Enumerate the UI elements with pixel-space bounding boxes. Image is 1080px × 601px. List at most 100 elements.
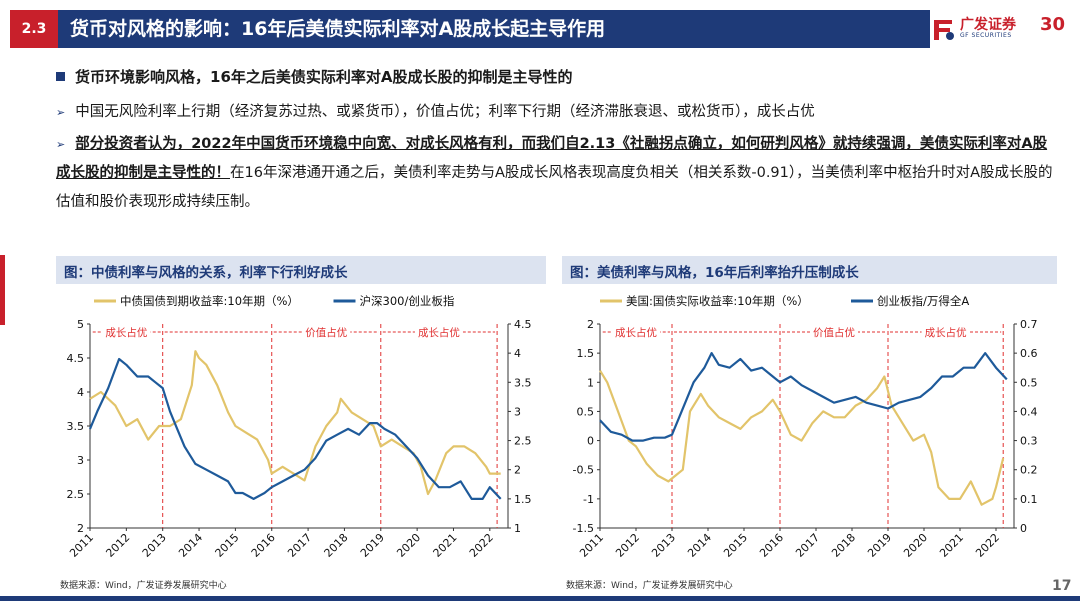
section-number: 2.3 [10,10,58,48]
x-tick-label: 2021 [431,531,460,560]
y-tick-label-left: 4.5 [67,352,85,365]
y-tick-label-right: 0.2 [1020,464,1038,477]
company-logo: 广发证券 GF SECURITIES 30 [930,10,1070,48]
x-tick-label: 2019 [865,531,894,560]
x-tick-label: 2015 [213,531,242,560]
y-tick-label-right: 1.5 [514,493,532,506]
x-tick-label: 2017 [285,531,314,560]
page-number: 17 [1052,578,1072,594]
y-tick-label-left: -1.5 [573,522,594,535]
y-tick-label-right: 4 [514,347,521,360]
arrow-bullet-icon: ➢ [56,138,66,151]
bullet-main: 货币环境影响风格，16年之后美债实际利率对A股成长股的抑制是主导性的 [56,66,573,87]
left-chart: 中债国债到期收益率:10年期（%） 沪深300/创业板指 2 2.5 3 3.5 4 4.5 5… [67,294,532,560]
series-line [89,350,501,496]
x-tick-label: 2013 [140,531,169,560]
legend-label: 美国:国债实际收益率:10年期（%） [626,294,809,308]
left-panel-title: 图：中债利率与风格的关系，利率下行利好成长 [64,265,348,281]
right-panel-title: 图：美债利率与风格，16年后利率抬升压制成长 [570,265,859,281]
y-tick-label-right: 0.4 [1020,405,1038,418]
x-tick-label: 2014 [685,531,714,560]
side-tab [0,255,5,325]
annotation-bg [810,325,858,339]
x-tick-label: 2020 [394,531,423,560]
right-chart: 美国:国债实际收益率:10年期（%） 创业板指/万得全A -1.5 -1 -0.5 0 0.… [573,294,1038,560]
regime-annotation: 成长占优 [418,326,460,339]
legend-label: 创业板指/万得全A [877,294,969,308]
y-tick-label-right: 3.5 [514,376,532,389]
x-tick-label: 2014 [176,531,205,560]
regime-annotation: 成长占优 [615,326,657,339]
square-bullet-icon [56,72,65,81]
regime-annotation: 成长占优 [925,326,967,339]
y-tick-label-left: 4 [77,386,84,399]
bullet-sub-2: ➢ 部分投资者认为，2022年中国货币环境稳中向宽、对成长风格有利，而我们自2.1… [56,130,1056,217]
y-tick-label-right: 0.7 [1020,318,1038,331]
y-tick-label-left: 5 [77,318,84,331]
footer-line [0,596,1080,601]
y-tick-label-right: 4.5 [514,318,532,331]
y-tick-label-left: -1 [583,493,594,506]
x-tick-label: 2011 [577,531,606,560]
x-tick-label: 2022 [467,531,496,560]
bullet-sub-1-text: 中国无风险利率上行期（经济复苏过热、或紧货币），价值占优；利率下行期（经济滞胀衰… [75,104,815,120]
legend-label: 中债国债到期收益率:10年期（%） [120,294,299,308]
right-source: 数据来源：Wind，广发证券发展研究中心 [566,581,733,591]
y-tick-label-right: 0.5 [1020,376,1038,389]
annotation-bg [414,325,463,339]
arrow-bullet-icon: ➢ [56,106,66,119]
y-tick-label-left: -0.5 [573,464,594,477]
x-tick-label: 2015 [721,531,750,560]
y-tick-label-left: 0.5 [577,405,595,418]
header: 2.3 货币对风格的影响：16年后美债实际利率对A股成长起主导作用 广发证券 G… [0,0,1080,58]
x-tick-label: 2016 [249,531,278,560]
series-line [599,351,1008,442]
y-tick-label-right: 0.3 [1020,435,1038,448]
y-tick-label-left: 2 [77,522,84,535]
annotation-bg [921,325,970,339]
x-tick-label: 2019 [358,531,387,560]
y-tick-label-right: 2.5 [514,435,532,448]
y-tick-label-left: 2.5 [67,488,85,501]
y-tick-label-right: 2 [514,464,521,477]
x-tick-label: 2012 [613,531,642,560]
regime-annotation: 价值占优 [305,326,347,339]
x-tick-label: 2013 [649,531,678,560]
x-tick-label: 2017 [793,531,822,560]
page-title: 货币对风格的影响：16年后美债实际利率对A股成长起主导作用 [70,18,606,40]
x-tick-label: 2011 [67,531,96,560]
regime-annotation: 价值占优 [813,326,855,339]
logo-mark-icon [934,20,954,40]
header-bar [10,10,930,48]
y-tick-label-right: 0.1 [1020,493,1038,506]
legend-label: 沪深300/创业板指 [360,294,455,308]
bullet-sub-2-text: 在16年深港通开通之后，美债利率走势与A股成长风格表现高度负相关（相关系数-0.… [56,165,1053,210]
y-tick-label-right: 0 [1020,522,1027,535]
y-tick-label-right: 3 [514,405,521,418]
x-tick-label: 2018 [829,531,858,560]
y-tick-label-right: 0.6 [1020,347,1038,360]
bullet-sub-2-bold: 部分投资者认为，2022年中国货币环境稳中向宽、对成长风格有利，而我们自2.13… [56,136,1048,181]
series-line [88,357,502,500]
logo-text-cn: 广发证券 [960,17,1016,33]
bullet-main-text: 货币环境影响风格，16年之后美债实际利率对A股成长股的抑制是主导性的 [75,68,573,86]
y-tick-label-left: 0 [587,435,594,448]
y-tick-label-left: 1.5 [577,347,595,360]
x-tick-label: 2012 [103,531,132,560]
y-tick-label-left: 1 [587,376,594,389]
regime-annotation: 成长占优 [105,326,147,339]
left-source: 数据来源：Wind，广发证券发展研究中心 [60,581,227,591]
bullet-sub-1: ➢ 中国无风险利率上行期（经济复苏过热、或紧货币），价值占优；利率下行期（经济滞胀… [56,100,815,121]
y-tick-label-left: 3 [77,454,84,467]
y-tick-label-left: 3.5 [67,420,85,433]
annotation-bg [612,325,660,339]
x-tick-label: 2018 [322,531,351,560]
logo-text-en: GF SECURITIES [960,32,1012,39]
series-line [599,370,1005,506]
left-panel-header: 图：中债利率与风格的关系，利率下行利好成长 [56,256,546,284]
x-tick-label: 2016 [757,531,786,560]
annotation-bg [102,325,151,339]
x-tick-label: 2021 [937,531,966,560]
y-tick-label-right: 1 [514,522,521,535]
right-panel-header: 图：美债利率与风格，16年后利率抬升压制成长 [562,256,1057,284]
